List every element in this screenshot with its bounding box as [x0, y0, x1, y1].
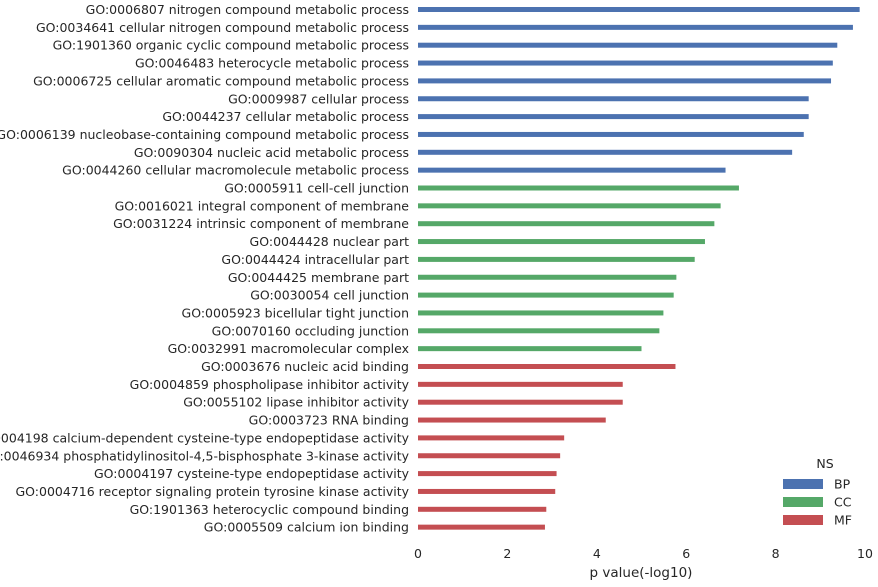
category-label-20: GO:0003676 nucleic acid binding [201, 359, 409, 374]
bar-28 [418, 506, 547, 512]
bar-29 [418, 524, 545, 530]
category-label-17: GO:0005923 bicellular tight junction [182, 305, 409, 320]
bar-1 [418, 24, 853, 30]
x-tick-label-4: 8 [772, 546, 780, 561]
bar-0 [418, 7, 860, 12]
x-tick-label-1: 2 [503, 546, 511, 561]
bar-27 [418, 488, 556, 494]
legend-label-cc: CC [834, 495, 852, 510]
category-label-3: GO:0046483 heterocycle metabolic process [135, 56, 409, 71]
category-label-5: GO:0009987 cellular process [228, 91, 409, 106]
bar-6 [418, 114, 809, 120]
category-label-28: GO:1901363 heterocyclic compound binding [130, 502, 409, 517]
category-label-4: GO:0006725 cellular aromatic compound me… [33, 73, 409, 88]
category-label-25: GO:0046934 phosphatidylinositol-4,5-bisp… [0, 448, 410, 463]
bar-5 [418, 96, 809, 102]
x-tick-label-5: 10 [857, 546, 873, 561]
category-label-16: GO:0030054 cell junction [250, 288, 409, 303]
category-label-9: GO:0044260 cellular macromolecule metabo… [62, 163, 409, 178]
category-label-18: GO:0070160 occluding junction [212, 323, 409, 338]
category-label-19: GO:0032991 macromolecular complex [168, 341, 409, 356]
bar-10 [418, 185, 739, 191]
legend-title: NS [816, 456, 833, 471]
legend-swatch-bp [783, 479, 823, 489]
category-label-26: GO:0004197 cysteine-type endopeptidase a… [94, 466, 410, 481]
x-tick-label-0: 0 [414, 546, 422, 561]
bar-20 [418, 364, 676, 369]
bars-layer [418, 7, 860, 530]
x-tick-label-2: 4 [593, 546, 601, 561]
bar-18 [418, 328, 660, 334]
category-labels: GO:0006807 nitrogen compound metabolic p… [0, 2, 410, 535]
category-label-29: GO:0005509 calcium ion binding [204, 520, 409, 535]
category-label-24: GO:0004198 calcium-dependent cysteine-ty… [0, 430, 410, 445]
category-label-13: GO:0044428 nuclear part [250, 234, 410, 249]
bar-12 [418, 221, 715, 227]
category-label-8: GO:0090304 nucleic acid metabolic proces… [134, 145, 409, 160]
category-label-10: GO:0005911 cell-cell junction [224, 181, 409, 196]
legend-label-mf: MF [834, 513, 852, 528]
x-axis: 0 2 4 6 8 10 [414, 546, 873, 561]
bar-9 [418, 167, 726, 173]
bar-26 [418, 471, 557, 477]
bar-13 [418, 239, 705, 245]
bar-3 [418, 60, 833, 66]
legend: NS BP CC MF [783, 456, 852, 528]
bar-15 [418, 274, 677, 280]
category-label-27: GO:0004716 receptor signaling protein ty… [16, 484, 410, 499]
category-label-6: GO:0044237 cellular metabolic process [162, 109, 409, 124]
category-label-1: GO:0034641 cellular nitrogen compound me… [36, 20, 409, 35]
bar-7 [418, 131, 804, 137]
category-label-2: GO:1901360 organic cyclic compound metab… [53, 38, 409, 53]
bar-23 [418, 417, 606, 423]
bar-24 [418, 435, 565, 441]
bar-17 [418, 310, 664, 316]
legend-swatch-mf [783, 515, 823, 525]
category-label-7: GO:0006139 nucleobase-containing compoun… [0, 127, 409, 142]
category-label-23: GO:0003723 RNA binding [249, 413, 409, 428]
x-axis-label: p value(-log10) [590, 565, 693, 581]
category-label-22: GO:0055102 lipase inhibitor activity [183, 395, 409, 410]
category-label-15: GO:0044425 membrane part [228, 270, 409, 285]
bar-14 [418, 256, 695, 262]
category-label-14: GO:0044424 intracellular part [221, 252, 409, 267]
legend-label-bp: BP [834, 477, 851, 492]
bar-4 [418, 78, 832, 84]
bar-19 [418, 346, 642, 352]
bar-16 [418, 292, 674, 298]
bar-25 [418, 453, 561, 459]
category-label-11: GO:0016021 integral component of membran… [115, 198, 410, 213]
bar-22 [418, 399, 623, 405]
bar-8 [418, 149, 793, 155]
category-label-0: GO:0006807 nitrogen compound metabolic p… [86, 2, 409, 17]
category-label-21: GO:0004859 phospholipase inhibitor activ… [130, 377, 410, 392]
bar-21 [418, 381, 623, 387]
bar-2 [418, 42, 838, 48]
legend-swatch-cc [783, 497, 823, 507]
x-tick-label-3: 6 [682, 546, 690, 561]
bar-11 [418, 203, 721, 209]
category-label-12: GO:0031224 intrinsic component of membra… [113, 216, 409, 231]
